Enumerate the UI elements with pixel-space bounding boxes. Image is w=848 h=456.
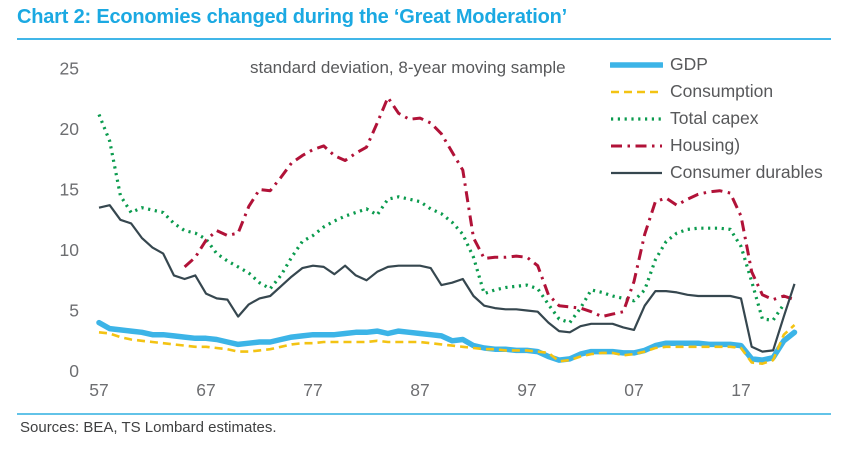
chart-legend: GDP Consumption Total capex Housing) Con… — [610, 51, 823, 186]
axis-tick-label: 97 — [517, 380, 536, 400]
axis-tick-label: 67 — [196, 380, 215, 400]
legend-item-consumption: Consumption — [610, 78, 823, 105]
axis-tick-label: 87 — [410, 380, 429, 400]
legend-label: Housing) — [670, 135, 741, 155]
legend-label: Total capex — [670, 108, 759, 128]
legend-item-consumer-durables: Consumer durables — [610, 159, 823, 186]
series-line-consumer-durables — [98, 204, 796, 353]
footer-separator-rule — [17, 413, 831, 415]
axis-tick-label: 20 — [60, 119, 80, 139]
consumption-line-swatch-icon — [611, 90, 662, 93]
gdp-line-swatch-icon — [610, 61, 663, 68]
legend-item-housing: Housing) — [610, 132, 823, 159]
axis-tick-label: 25 — [60, 59, 79, 79]
axis-tick-label: 15 — [60, 180, 79, 200]
sources-note: Sources: BEA, TS Lombard estimates. — [20, 419, 277, 436]
series-line-gdp — [96, 319, 798, 363]
axis-tick-label: 57 — [89, 380, 108, 400]
consumer-durables-line-swatch-icon — [611, 171, 662, 174]
page-title: Chart 2: Economies changed during the ‘G… — [17, 6, 567, 28]
legend-item-gdp: GDP — [610, 51, 823, 78]
legend-label: Consumption — [670, 81, 774, 101]
axis-tick-label: 10 — [60, 240, 80, 260]
housing-line-swatch-icon — [611, 144, 662, 147]
legend-label: Consumer durables — [670, 162, 823, 182]
axis-tick-label: 07 — [624, 380, 643, 400]
series-line-total-capex — [97, 113, 786, 325]
legend-item-total-capex: Total capex — [610, 105, 823, 132]
series-line-housing — [183, 96, 795, 319]
axis-tick-label: 17 — [731, 380, 750, 400]
chart-subtitle: standard deviation, 8-year moving sample — [250, 58, 566, 77]
legend-label: GDP — [670, 54, 708, 74]
axis-tick-label: 0 — [69, 361, 79, 381]
axis-tick-label: 5 — [69, 301, 79, 321]
axis-tick-label: 77 — [303, 380, 322, 400]
series-line-consumption — [98, 324, 796, 365]
title-underline-rule — [17, 38, 831, 40]
total-capex-line-swatch-icon — [611, 116, 662, 121]
